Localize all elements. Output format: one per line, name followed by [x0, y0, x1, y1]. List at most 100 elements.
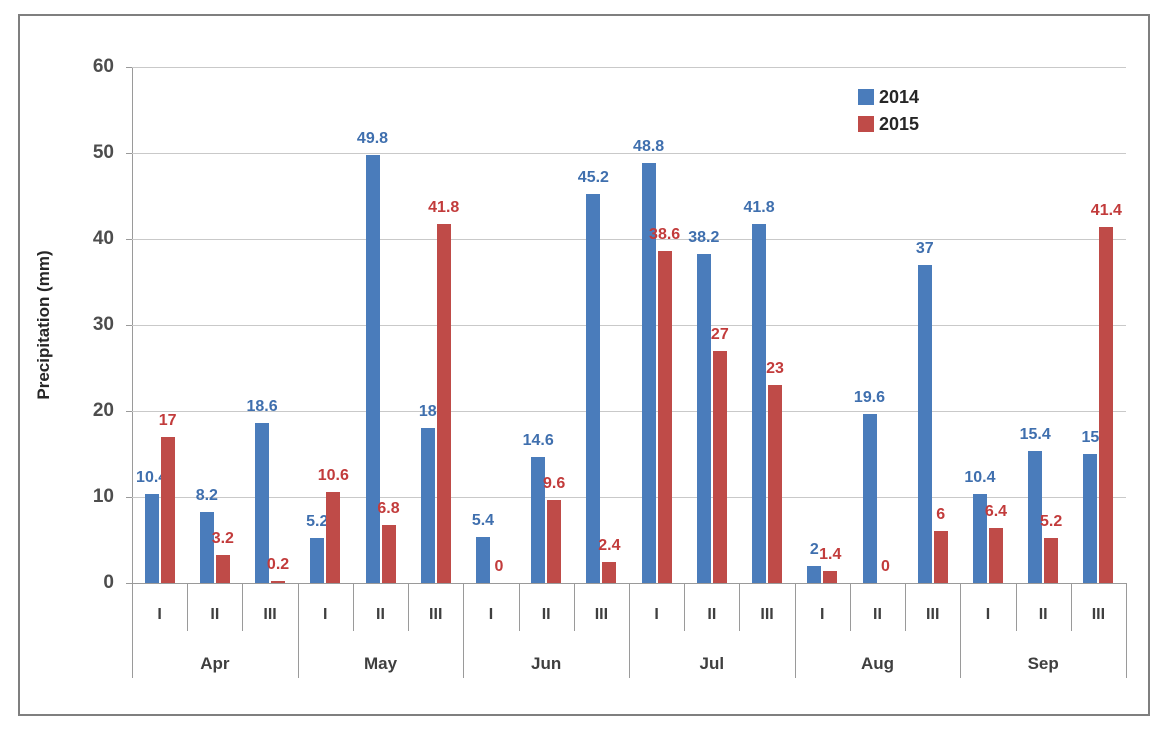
x-period-label: II: [1038, 606, 1048, 623]
bar-2014: [586, 194, 601, 583]
bar-2014: [1028, 451, 1043, 583]
bar-2015: [768, 385, 783, 583]
month-divider: [463, 583, 465, 678]
bar-2014: [199, 512, 214, 583]
bar-value-label-2015: 0.2: [266, 556, 290, 573]
month-divider: [960, 583, 962, 678]
bar-value-label-2015: 17: [158, 412, 177, 429]
x-period-label: III: [1091, 606, 1106, 623]
bar-2014: [917, 265, 932, 583]
y-tick-label: 30: [92, 314, 114, 335]
bar-2015: [160, 437, 175, 583]
bar-value-label-2015: 6: [936, 506, 946, 523]
bar-2015: [823, 571, 838, 583]
bar-value-label-2014: 10.4: [136, 469, 168, 486]
bar-value-label-2014: 15: [1081, 429, 1100, 446]
x-period-label: II: [707, 606, 717, 623]
legend-swatch-2014: [858, 89, 874, 105]
y-tick-label: 20: [92, 400, 114, 421]
bar-2015: [988, 528, 1003, 583]
bar-value-label-2014: 18: [418, 403, 437, 420]
x-period-label: I: [323, 606, 328, 623]
bar-value-label-2014: 10.4: [964, 469, 996, 486]
bar-2014: [420, 428, 435, 583]
bar-2014: [144, 494, 159, 583]
bar-value-label-2015: 6.8: [377, 500, 400, 517]
bar-value-label-2014: 15.4: [1019, 426, 1051, 443]
bar-value-label-2015: 0: [494, 558, 504, 575]
bar-2014: [696, 254, 711, 583]
bar-value-label-2014: 14.6: [522, 432, 554, 449]
x-period-label: III: [594, 606, 609, 623]
bar-2014: [752, 224, 767, 583]
bar-value-label-2015: 38.6: [649, 226, 681, 243]
x-period-label: II: [541, 606, 551, 623]
x-period-label: II: [376, 606, 385, 623]
bar-2015: [933, 531, 948, 583]
gridline: [132, 324, 1126, 326]
bar-2014: [862, 414, 877, 583]
bar-2015: [602, 562, 617, 583]
x-month-label: May: [363, 654, 398, 673]
y-tick-label: 40: [92, 228, 114, 249]
bar-2015: [712, 351, 727, 583]
x-month-label: Apr: [200, 654, 230, 673]
x-period-label: III: [926, 606, 940, 623]
bar-2014: [1083, 454, 1098, 583]
bar-2015: [326, 492, 341, 583]
period-divider: [187, 583, 189, 631]
period-divider: [1070, 583, 1072, 631]
bar-2014: [972, 494, 987, 583]
gridline: [132, 496, 1126, 498]
bar-value-label-2014: 5.4: [471, 512, 495, 529]
bar-2014: [255, 423, 270, 583]
bar-2015: [1099, 227, 1114, 583]
bar-2015: [1044, 538, 1059, 583]
bar-value-label-2015: 41.4: [1090, 202, 1122, 219]
x-month-label: Jul: [699, 654, 725, 673]
bar-2015: [547, 500, 562, 583]
legend-item-2015: 2015: [858, 115, 919, 133]
y-tick-label: 50: [92, 142, 114, 163]
x-period-label: I: [654, 606, 659, 623]
bar-value-label-2015: 3.2: [211, 530, 234, 547]
x-period-label: III: [760, 606, 774, 623]
period-divider: [518, 583, 520, 631]
bar-value-label-2014: 5.2: [306, 513, 329, 530]
x-month-label: Sep: [1027, 654, 1059, 673]
y-tick-label: 0: [103, 572, 114, 593]
bar-value-label-2014: 41.8: [743, 199, 775, 216]
period-divider: [352, 583, 354, 631]
bar-value-label-2014: 49.8: [356, 130, 389, 147]
legend-label: 2014: [879, 87, 920, 107]
gridline: [132, 238, 1126, 240]
x-period-label: III: [429, 606, 443, 623]
bar-2014: [531, 457, 546, 583]
bar-2014: [365, 155, 380, 583]
bar-value-label-2014: 2: [809, 541, 819, 558]
y-axis-title: Precipitation (mm): [34, 250, 53, 400]
bar-value-label-2015: 41.8: [428, 199, 460, 216]
period-divider: [739, 583, 741, 631]
y-tick-mark: [126, 152, 132, 154]
month-divider: [1126, 583, 1127, 678]
bar-value-label-2015: 0: [881, 558, 890, 575]
bar-value-label-2015: 5.2: [1040, 513, 1063, 530]
bar-value-label-2015: 10.6: [317, 467, 349, 484]
month-divider: [297, 583, 299, 678]
bar-2015: [215, 555, 230, 583]
bar-value-label-2014: 48.8: [633, 138, 665, 155]
period-divider: [905, 583, 907, 631]
gridline: [132, 410, 1126, 412]
legend-item-2014: 2014: [858, 88, 919, 106]
x-period-label: II: [873, 606, 882, 623]
period-divider: [684, 583, 686, 631]
x-month-label: Aug: [860, 654, 895, 673]
x-period-label: I: [157, 606, 162, 623]
chart-border: [18, 14, 1150, 716]
y-tick-mark: [126, 582, 132, 584]
bar-value-label-2015: 9.6: [543, 475, 566, 492]
bar-2014: [475, 537, 490, 583]
y-tick-mark: [126, 410, 132, 412]
bar-2014: [310, 538, 325, 583]
